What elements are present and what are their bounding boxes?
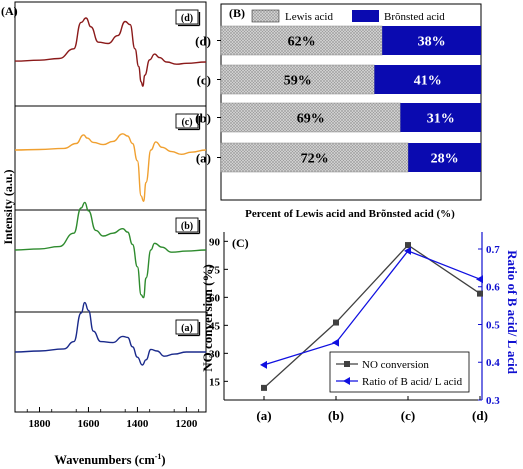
bar-lewis	[220, 102, 401, 133]
y-tick-label-left: 75	[209, 264, 221, 276]
spectrum-label-box	[175, 217, 199, 233]
legend-marker-no	[344, 361, 350, 367]
panel-a-label: (A)	[1, 4, 18, 18]
spectrum-label: (b)	[181, 221, 193, 232]
panel-c-ylabel-right: Ratio of B acid/ L acid	[505, 250, 520, 375]
x-tick-label: 1200	[175, 418, 198, 430]
y-tick-label-left: 90	[209, 236, 221, 248]
spectrum-line	[14, 133, 207, 203]
x-tick-label: (b)	[328, 408, 344, 423]
bar-bronsted	[382, 26, 481, 55]
panel-a-spectra: (A) Intensity (a.u.) (d) (c) (b) (a) 1800 16…	[1, 1, 207, 467]
bar-label-lewis: 69%	[297, 112, 325, 127]
x-tick-label: (d)	[472, 408, 488, 423]
category-label: (c)	[197, 73, 211, 88]
legend-box	[329, 351, 470, 393]
bar-label-bronsted: 41%	[414, 74, 442, 89]
bar-label-bronsted: 28%	[431, 152, 459, 167]
legend-label-bronsted: Brõnsted acid	[384, 11, 445, 23]
series-point	[476, 275, 483, 284]
y-tick-label-right: 0.4	[486, 357, 500, 369]
x-tick-label: (a)	[256, 408, 271, 423]
bar-lewis	[220, 25, 383, 56]
bar-bronsted	[400, 103, 481, 132]
series-line	[263, 244, 481, 389]
x-tick-label: (c)	[401, 408, 415, 423]
spectrum-label-box	[175, 113, 199, 129]
bar-label-bronsted: 38%	[418, 35, 446, 50]
spectrum-label: (a)	[181, 323, 193, 334]
series-line	[263, 250, 481, 366]
x-tick-label: 1600	[77, 418, 100, 430]
panel-c-dual-axis-line: (C) NO conversion (%) Ratio of B acid/ L…	[200, 232, 520, 423]
legend-label-ratio: Ratio of B acid/ L acid	[362, 376, 463, 388]
category-label: (d)	[195, 34, 211, 49]
x-tick-label: 1800	[28, 418, 51, 430]
x-tick-label: 1400	[126, 418, 149, 430]
series-point	[405, 242, 411, 249]
legend-label-lewis: Lewis acid	[285, 11, 333, 23]
series-point	[333, 319, 339, 326]
legend-marker-ratio	[343, 377, 350, 385]
legend-swatch-lewis	[251, 9, 280, 23]
bar-bronsted	[374, 65, 481, 94]
panel-b-frame	[220, 3, 482, 201]
series-point	[332, 338, 339, 347]
y-tick-label-left: 60	[209, 292, 221, 304]
panel-a-ylabel: Intensity (a.u.)	[1, 169, 15, 244]
panel-b-stacked-bars: (B) Lewis acid Brõnsted acid 62% 38% (d) 59%…	[195, 3, 482, 220]
spectrum-line	[14, 301, 206, 366]
series-point	[260, 360, 267, 369]
spectrum-label: (c)	[181, 117, 192, 128]
panel-b-xlabel: Percent of Lewis acid and Brõnsted acid …	[245, 208, 455, 220]
category-label: (a)	[196, 151, 211, 166]
category-label: (b)	[195, 111, 211, 126]
panel-a-frame	[14, 1, 207, 413]
spectrum-label: (d)	[181, 13, 193, 24]
spectrum-line	[14, 201, 207, 299]
y-tick-label-left: 15	[209, 376, 221, 388]
panel-c-label: (C)	[232, 236, 249, 250]
legend-swatch-bronsted	[352, 10, 379, 22]
series-point	[261, 384, 267, 391]
y-tick-label-left: 45	[209, 320, 221, 332]
bar-lewis	[220, 142, 409, 173]
series-point	[404, 246, 411, 255]
spectrum-label-box	[175, 9, 199, 25]
y-tick-label-right: 0.6	[486, 282, 500, 294]
legend-label-no: NO conversion	[362, 359, 429, 371]
y-tick-label-right: 0.3	[486, 395, 500, 407]
bar-label-bronsted: 31%	[427, 112, 455, 127]
bar-label-lewis: 72%	[301, 152, 329, 167]
spectrum-line	[14, 17, 207, 87]
y-tick-label-left: 30	[209, 348, 221, 360]
series-point	[477, 290, 483, 297]
bar-label-lewis: 59%	[284, 74, 312, 89]
panel-a-xlabel: Wavenumbers (cm-1)	[54, 452, 165, 467]
y-tick-label-right: 0.7	[486, 244, 500, 256]
y-tick-label-right: 0.5	[486, 319, 500, 331]
spectrum-label-box	[175, 319, 199, 335]
panel-b-label: (B)	[229, 6, 245, 20]
bar-bronsted	[408, 143, 481, 172]
bar-label-lewis: 62%	[288, 35, 316, 50]
panel-c-ylabel-left: NO conversion (%)	[200, 264, 215, 372]
